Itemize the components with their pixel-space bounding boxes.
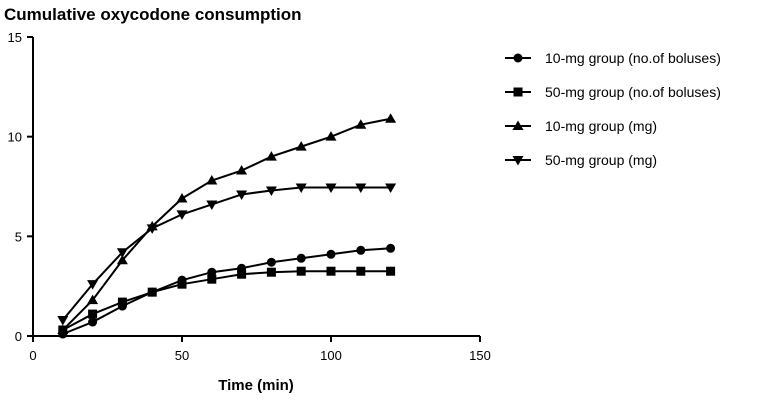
data-point	[206, 200, 218, 210]
data-point	[236, 165, 248, 175]
legend-marker	[513, 87, 523, 97]
data-point	[88, 309, 98, 319]
x-tick-label: 50	[175, 348, 189, 363]
legend-item: 50-mg group (mg)	[505, 152, 657, 168]
data-point	[116, 248, 128, 258]
data-point	[236, 190, 248, 200]
data-point	[386, 243, 396, 253]
legend-marker	[513, 53, 523, 63]
data-point	[355, 119, 367, 129]
data-point	[296, 253, 306, 263]
legend-item: 50-mg group (no.of boluses)	[505, 84, 721, 100]
series-layer	[57, 113, 397, 339]
legend-label: 50-mg group (mg)	[545, 152, 657, 168]
series-line	[62, 186, 391, 321]
series-3	[57, 113, 397, 335]
data-point	[296, 266, 306, 276]
data-point	[355, 183, 367, 193]
x-axis-title: Time (min)	[218, 377, 294, 394]
y-tick-label: 10	[8, 130, 22, 145]
data-point	[87, 294, 99, 305]
data-point	[117, 297, 127, 307]
series-1	[58, 243, 396, 339]
data-point	[116, 254, 128, 265]
y-tick-label: 15	[8, 30, 22, 45]
legend-item: 10-mg group (no.of boluses)	[505, 50, 721, 66]
series-line	[62, 270, 391, 331]
data-point	[295, 183, 307, 193]
legend-marker	[512, 156, 524, 166]
data-point	[146, 224, 158, 234]
x-tick-label: 0	[29, 348, 36, 363]
data-point	[88, 317, 98, 327]
data-point	[385, 183, 397, 193]
data-point	[147, 287, 157, 297]
x-tick-label: 150	[469, 348, 491, 363]
data-point	[57, 324, 69, 335]
data-point	[177, 279, 187, 289]
y-tick-label: 5	[15, 229, 22, 244]
data-point	[176, 192, 188, 203]
data-point	[385, 113, 397, 123]
data-point	[266, 257, 276, 267]
data-point	[356, 266, 366, 276]
data-point	[237, 269, 247, 279]
legend-item: 10-mg group (mg)	[505, 118, 657, 134]
axes: 0 50 100 150 0 5 10 15	[8, 30, 491, 363]
series-4	[57, 183, 397, 326]
data-point	[207, 274, 217, 284]
data-point	[207, 267, 217, 277]
data-point	[265, 151, 277, 161]
legend-label: 10-mg group (mg)	[545, 118, 657, 134]
legend-label: 50-mg group (no.of boluses)	[545, 84, 721, 100]
legend-label: 10-mg group (no.of boluses)	[545, 50, 721, 66]
data-point	[206, 175, 218, 185]
data-point	[295, 141, 307, 151]
data-point	[326, 249, 336, 259]
y-tick-label: 0	[15, 329, 22, 344]
series-line	[62, 247, 391, 335]
data-point	[325, 131, 337, 141]
data-point	[265, 186, 277, 196]
series-line	[62, 117, 391, 331]
data-point	[326, 266, 336, 276]
data-point	[266, 267, 276, 277]
data-point	[356, 245, 366, 255]
data-point	[87, 280, 99, 290]
x-tick-label: 100	[320, 348, 342, 363]
legend: 10-mg group (no.of boluses) 50-mg group (…	[505, 50, 721, 168]
data-point	[325, 183, 337, 193]
data-point	[386, 266, 396, 276]
data-point	[176, 210, 188, 220]
data-point	[57, 316, 69, 326]
legend-marker	[512, 120, 524, 130]
chart-title: Cumulative oxycodone consumption	[4, 5, 302, 24]
